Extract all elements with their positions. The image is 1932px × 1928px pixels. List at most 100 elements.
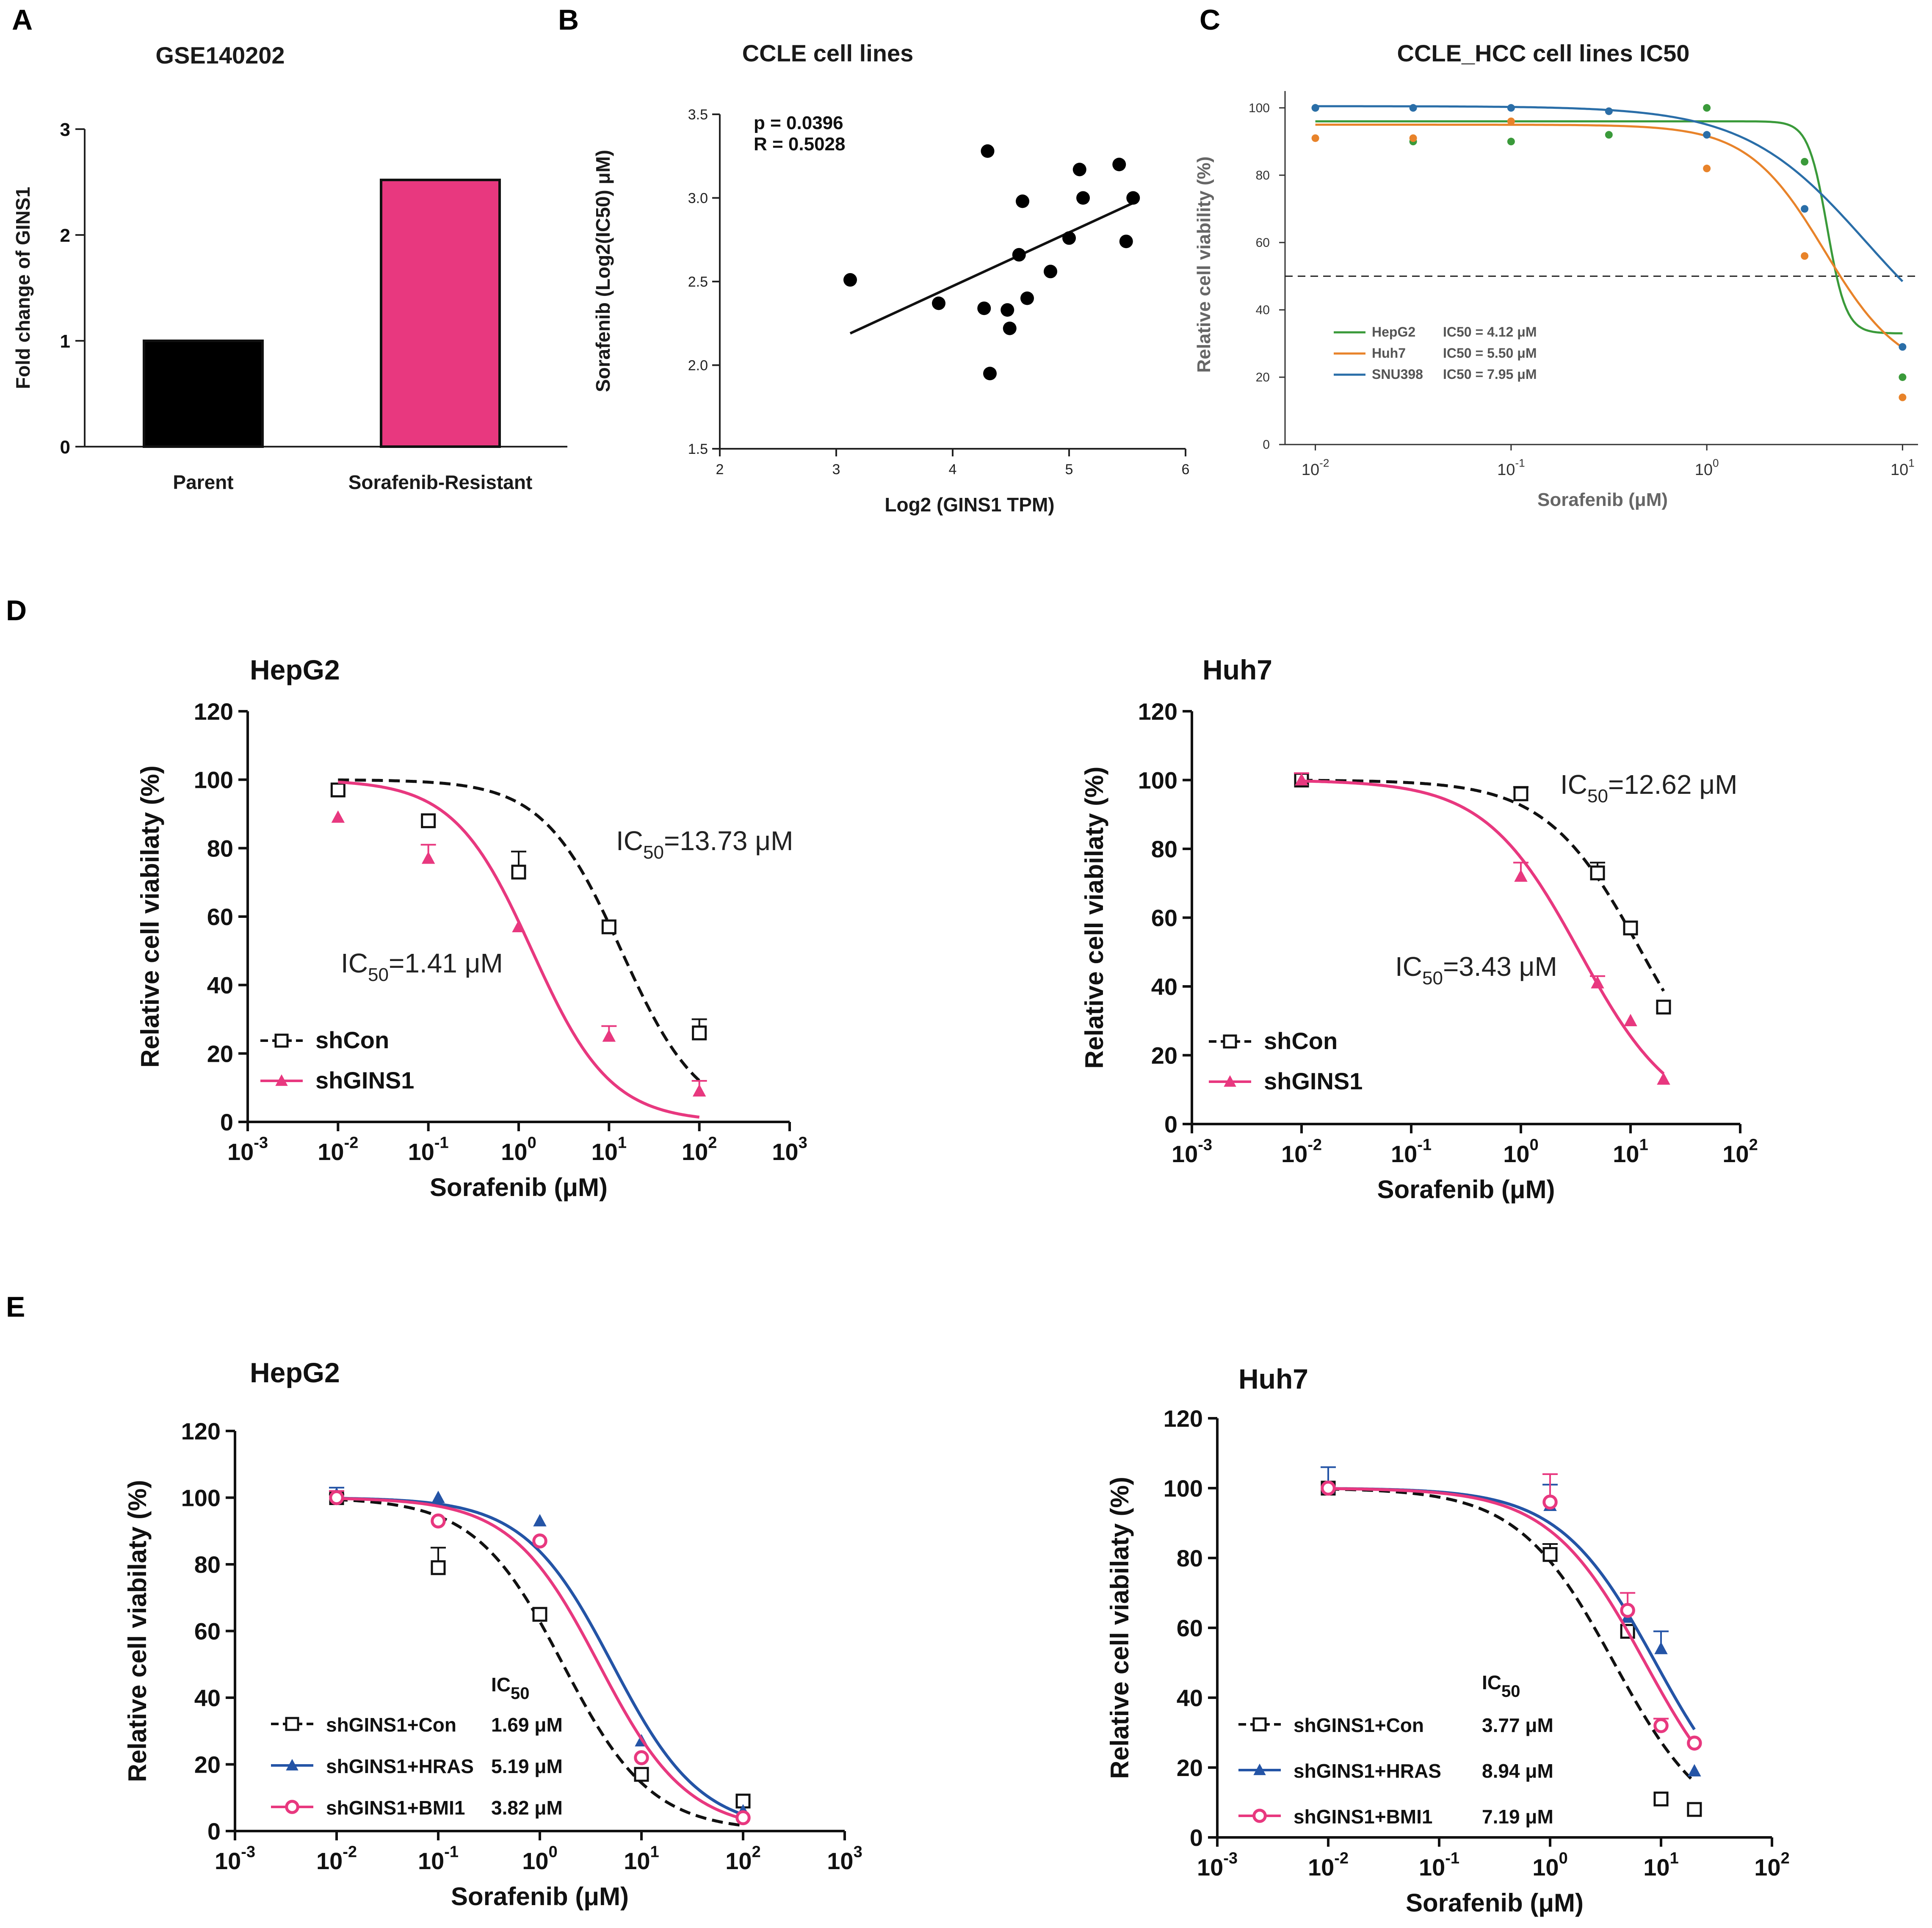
panel-d-huh7-ytick-label: 100 bbox=[1138, 767, 1177, 794]
panel-c-point-hepg2 bbox=[1605, 131, 1613, 139]
panel-e-hepg2-legend-shgins1-hras: shGINS1+HRAS bbox=[326, 1755, 474, 1777]
panel-d-hepg2-ytick-label: 120 bbox=[194, 698, 233, 725]
panel-d-hepg2-ic50-annotation-2: IC50=1.41 μM bbox=[341, 948, 503, 985]
panel-e-hepg2-legend-marker-shgins1-hras bbox=[286, 1759, 299, 1771]
panel-e-huh7-x-label: Sorafenib (μM) bbox=[1406, 1889, 1584, 1917]
panel-a-ytick-label: 3 bbox=[60, 119, 70, 140]
panel-e-huh7-legend-marker-shgins1-con bbox=[1252, 1717, 1267, 1732]
panel-c-ytick-label: 80 bbox=[1256, 168, 1270, 182]
panel-d-hepg2-legend-marker-shcon bbox=[274, 1033, 289, 1048]
panel-e-huh7-legend-marker-shgins1-hras bbox=[1253, 1763, 1266, 1775]
panel-d-hepg2-curve-shcon bbox=[338, 778, 701, 1082]
panel-b-point bbox=[1076, 191, 1090, 205]
panel-e-huh7-xtick-label: 10-2 bbox=[1308, 1850, 1349, 1881]
panel-c-point-huh7 bbox=[1899, 393, 1907, 401]
panel-e-huh7-point-shgins1-bmi1 bbox=[1687, 1735, 1702, 1751]
panel-e-huh7-curve-shgins1-con bbox=[1328, 1487, 1696, 1783]
panel-e-hepg2-xtick-label: 10-2 bbox=[316, 1843, 357, 1875]
panel-letter-d: D bbox=[6, 594, 27, 627]
panel-e-huh7-legend-shgins1-hras: shGINS1+HRAS bbox=[1294, 1760, 1441, 1782]
panel-a-y-label: Fold change of GINS1 bbox=[12, 187, 34, 389]
panel-e-huh7-point-shgins1-con bbox=[1653, 1791, 1669, 1806]
panel-a-bar-2 bbox=[380, 179, 501, 448]
panel-c-xtick-label: 100 bbox=[1695, 457, 1719, 479]
panel-e-hepg2-xtick-label: 10-3 bbox=[215, 1843, 255, 1875]
panel-b-xtick-label: 6 bbox=[1182, 461, 1190, 478]
panel-letter-e: E bbox=[6, 1291, 25, 1323]
panel-e-huh7-legend-ic50-shgins1-bmi1: 7.19 μM bbox=[1482, 1806, 1553, 1828]
panel-d-hepg2-xtick-label: 102 bbox=[682, 1134, 717, 1166]
panel-e-hepg2-ytick-label: 120 bbox=[181, 1418, 221, 1445]
panel-a-title: GSE140202 bbox=[155, 42, 285, 69]
panel-b-fit-line bbox=[849, 202, 1134, 335]
panel-d-hepg2-xtick-label: 101 bbox=[591, 1134, 627, 1166]
panel-b-xtick-label: 4 bbox=[949, 461, 957, 478]
panel-d-huh7-point-shgins1 bbox=[1295, 773, 1308, 786]
panel-c-y-label: Relative cell viability (%) bbox=[1194, 156, 1214, 373]
panel-e-hepg2-point-shgins1-bmi1 bbox=[735, 1810, 751, 1826]
panel-b-xtick-label: 2 bbox=[716, 461, 724, 478]
panel-d-hepg2-point-shgins1 bbox=[602, 1029, 616, 1042]
panel-b-point bbox=[1126, 191, 1140, 205]
panel-d-hepg2-ytick-label: 40 bbox=[207, 972, 233, 999]
panel-d-hepg2-point-shgins1 bbox=[692, 1084, 706, 1097]
panel-d-huh7-ytick-label: 0 bbox=[1164, 1111, 1177, 1138]
panel-c-chart: CCLE_HCC cell lines IC50 0 20 40 60 80 100 10-2… bbox=[1194, 40, 1918, 510]
panel-e-hepg2-ytick-label: 20 bbox=[194, 1751, 221, 1778]
panel-e-huh7-title: Huh7 bbox=[1238, 1363, 1308, 1395]
panel-e-huh7-point-shgins1-hras bbox=[1654, 1642, 1668, 1655]
panel-c-x-label: Sorafenib (μM) bbox=[1537, 489, 1668, 510]
panel-e-huh7-ytick-label: 20 bbox=[1177, 1754, 1203, 1781]
panel-d-hepg2-point-shcon bbox=[601, 919, 616, 934]
panel-d-huh7-ytick-label: 60 bbox=[1151, 905, 1177, 931]
panel-e-hepg2-legend-ic50-shgins1-con: 1.69 μM bbox=[491, 1714, 563, 1736]
panel-e-hepg2-curve-shgins1-con bbox=[336, 1498, 744, 1827]
panel-d-hepg2-legend-marker-shgins1 bbox=[275, 1074, 288, 1086]
panel-d-hepg2-xtick-label: 100 bbox=[501, 1134, 536, 1166]
panel-d-hepg2-point-shcon bbox=[511, 865, 526, 880]
panel-d-huh7-xtick-label: 101 bbox=[1613, 1136, 1648, 1168]
panel-e-huh7-legend-marker-shgins1-bmi1 bbox=[1252, 1809, 1267, 1823]
panel-letter-c: C bbox=[1200, 4, 1220, 36]
panel-d-huh7-xtick-label: 10-2 bbox=[1281, 1136, 1322, 1168]
panel-c-legend-ic50: IC50 = 5.50 μM bbox=[1443, 345, 1537, 361]
panel-e-huh7-legend-shgins1-bmi1: shGINS1+BMI1 bbox=[1294, 1806, 1433, 1828]
panel-b-point bbox=[1044, 265, 1057, 279]
panel-d-huh7-xtick-label: 10-1 bbox=[1391, 1136, 1432, 1168]
panel-e-huh7-chart: Huh7 0 20 40 60 80 100 120 10-3 10-2 10-1 100 101 102… bbox=[1106, 1363, 1790, 1917]
panel-c-ytick-label: 40 bbox=[1256, 303, 1270, 317]
panel-c-legend-ic50: IC50 = 4.12 μM bbox=[1443, 324, 1537, 340]
panel-d-hepg2-legend-shgins1: shGINS1 bbox=[315, 1067, 414, 1094]
panel-e-huh7-xtick-label: 10-3 bbox=[1197, 1850, 1238, 1881]
panel-b-title: CCLE cell lines bbox=[742, 40, 914, 66]
panel-e-hepg2-point-shgins1-bmi1 bbox=[634, 1750, 649, 1765]
panel-e-hepg2-y-label: Relative cell viabilaty (%) bbox=[123, 1480, 152, 1782]
panel-d-huh7-ic50-annotation-2: IC50=3.43 μM bbox=[1395, 951, 1557, 989]
panel-e-huh7-xtick-label: 102 bbox=[1754, 1850, 1789, 1881]
panel-e-huh7-ytick-label: 40 bbox=[1177, 1685, 1203, 1711]
panel-b-xtick-label: 5 bbox=[1065, 461, 1073, 478]
panel-d-hepg2-xtick-label: 103 bbox=[772, 1134, 807, 1166]
panel-d-hepg2-ic50-annotation-1: IC50=13.73 μM bbox=[616, 826, 793, 863]
panel-e-huh7-legend-ic50-shgins1-con: 3.77 μM bbox=[1482, 1714, 1553, 1736]
panel-e-hepg2-legend-marker-shgins1-bmi1 bbox=[285, 1800, 299, 1814]
panel-c-point-snu398 bbox=[1409, 104, 1417, 112]
panel-d-hepg2-xtick-label: 10-1 bbox=[408, 1134, 449, 1166]
panel-e-hepg2-xtick-label: 100 bbox=[522, 1843, 557, 1875]
panel-e-huh7-legend-shgins1-con: shGINS1+Con bbox=[1294, 1714, 1424, 1736]
panel-c-point-huh7 bbox=[1507, 117, 1515, 125]
panel-d-huh7-y-label: Relative cell viabilaty (%) bbox=[1080, 767, 1108, 1069]
panel-a-ytick-label: 0 bbox=[60, 437, 70, 458]
panel-d-huh7-curve-shcon bbox=[1301, 779, 1665, 992]
panel-b-y-label: Sorafenib (Log2(IC50) μM) bbox=[592, 150, 614, 392]
panel-d-huh7-point-shcon bbox=[1513, 786, 1528, 801]
panel-d-hepg2-ytick-label: 80 bbox=[207, 835, 233, 862]
panel-c-point-hepg2 bbox=[1703, 104, 1711, 112]
panel-c-xtick-label: 10-2 bbox=[1302, 457, 1329, 479]
panel-d-hepg2-point-shgins1 bbox=[512, 920, 525, 932]
panel-a-bar-1 bbox=[143, 340, 264, 448]
panel-b-point bbox=[1112, 157, 1126, 171]
panel-c-point-snu398 bbox=[1311, 104, 1319, 112]
panel-c-point-snu398 bbox=[1703, 131, 1711, 139]
